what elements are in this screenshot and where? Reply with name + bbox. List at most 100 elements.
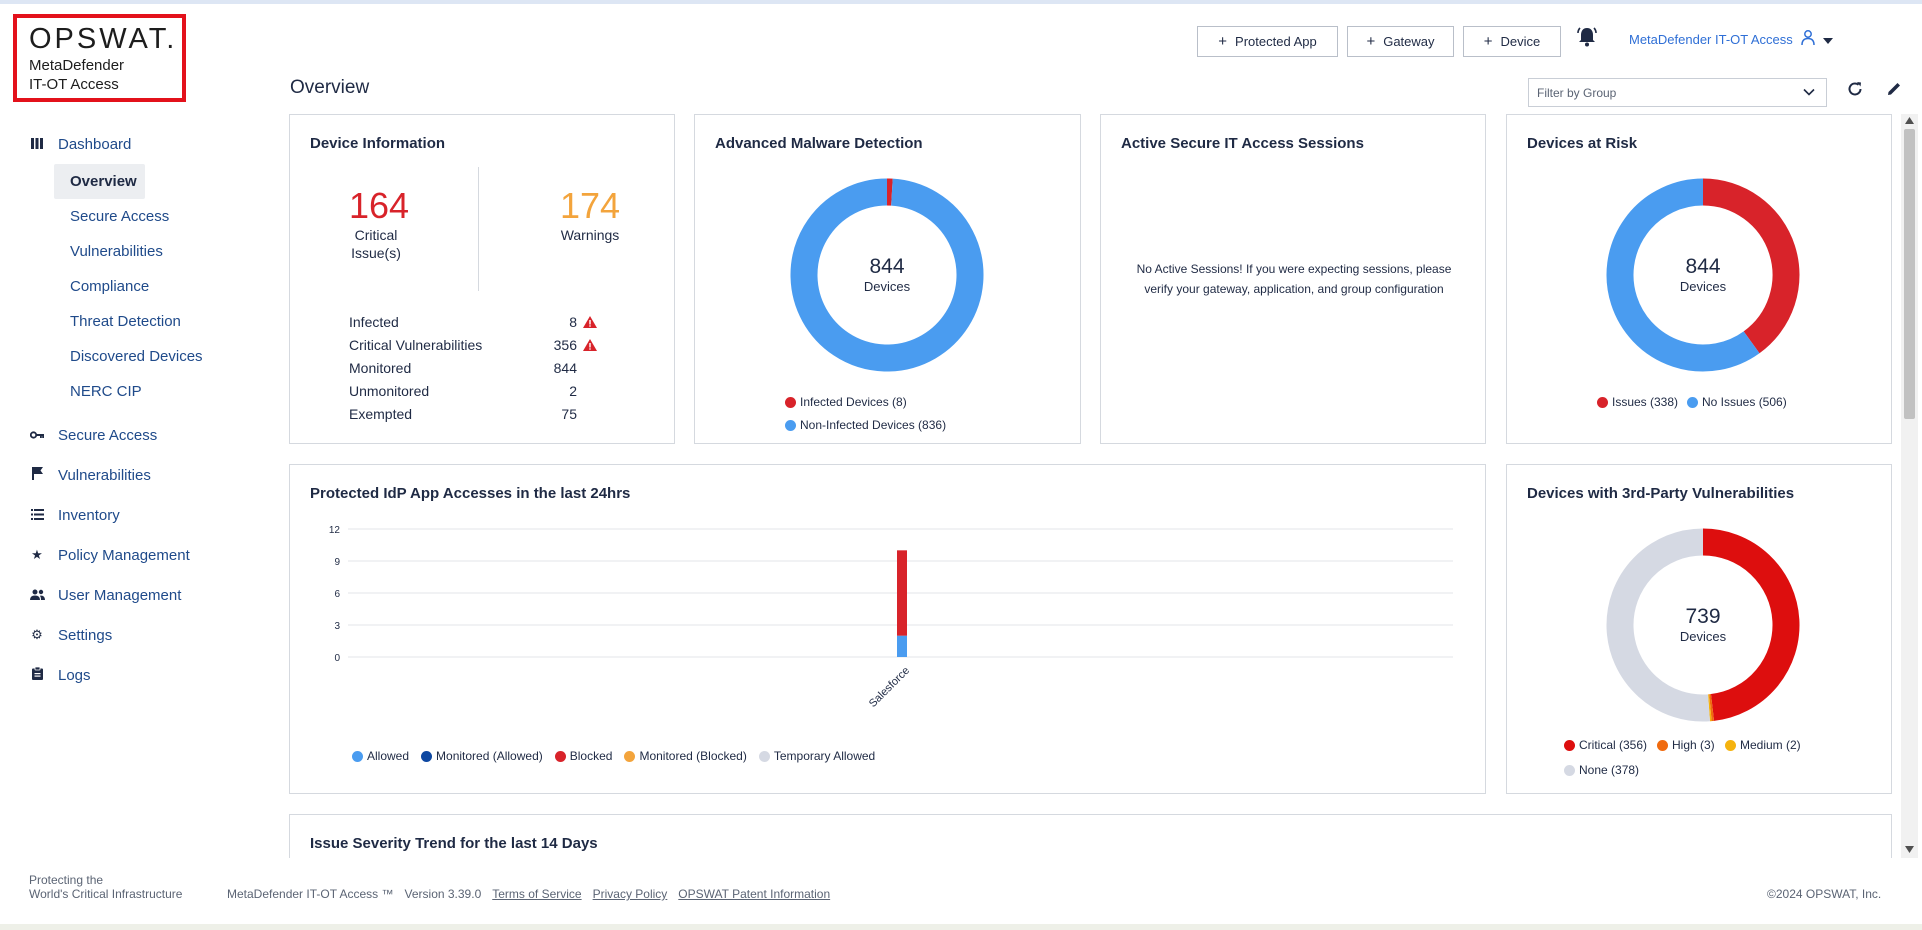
stat-row-infected[interactable]: Infected 8 <box>349 314 597 330</box>
sidebar-item-secure-access[interactable]: Secure Access <box>0 415 240 455</box>
legend-monitored-blocked[interactable]: Monitored (Blocked) <box>624 749 747 763</box>
patent-information-link[interactable]: OPSWAT Patent Information <box>678 887 831 901</box>
critical-issues-count[interactable]: 164 <box>349 185 410 226</box>
sidebar-item-settings[interactable]: ⚙ Settings <box>0 615 240 655</box>
terms-of-service-link[interactable]: Terms of Service <box>492 887 582 901</box>
legend-none[interactable]: None (378) <box>1564 763 1639 777</box>
refresh-icon[interactable] <box>1846 80 1866 100</box>
stat-row-critical-vulnerabilities[interactable]: Critical Vulnerabilities 356 <box>349 337 597 353</box>
legend-label: Critical (356) <box>1579 738 1648 752</box>
scroll-down-arrow-icon[interactable] <box>1905 846 1914 853</box>
sub-item-nerc-cip[interactable]: NERC CIP <box>70 383 142 400</box>
card-title: Issue Severity Trend for the last 14 Day… <box>310 835 598 852</box>
legend-label: None (378) <box>1579 763 1640 777</box>
legend-label: Blocked <box>569 749 613 763</box>
legend-label: High (3) <box>1672 738 1715 752</box>
legend-blocked[interactable]: Blocked <box>554 749 613 763</box>
sidebar-item-label: Policy Management <box>58 546 190 564</box>
sub-item-vulnerabilities[interactable]: Vulnerabilities <box>70 243 163 260</box>
legend-non-infected[interactable]: Non-Infected Devices (836) <box>785 418 946 432</box>
legend-temporary-allowed[interactable]: Temporary Allowed <box>758 749 875 763</box>
stat-row-monitored[interactable]: Monitored 844 <box>349 360 577 376</box>
legend-issues[interactable]: Issues (338) <box>1597 395 1678 409</box>
sidebar-item-label: Vulnerabilities <box>58 466 151 484</box>
add-device-button[interactable]: + Device <box>1463 26 1561 57</box>
stat-row-unmonitored[interactable]: Unmonitored 2 <box>349 383 577 399</box>
malware-detection-card: Advanced Malware Detection 844 Devices I… <box>694 114 1081 444</box>
sidebar-item-logs[interactable]: Logs <box>0 655 240 695</box>
sub-item-compliance[interactable]: Compliance <box>70 278 150 295</box>
scrollbar-thumb[interactable] <box>1904 129 1915 419</box>
bottom-border <box>0 924 1922 930</box>
stat-label: Unmonitored <box>349 383 430 399</box>
card-title: Devices with 3rd-Party Vulnerabilities <box>1527 485 1795 502</box>
product-name-line1: MetaDefender <box>29 57 125 74</box>
active-sessions-card: Active Secure IT Access Sessions No Acti… <box>1100 114 1486 444</box>
donut-slice-issues[interactable] <box>1702 178 1800 354</box>
stat-row-exempted[interactable]: Exempted 75 <box>349 406 577 422</box>
legend-critical[interactable]: Critical (356) <box>1564 738 1647 752</box>
add-protected-app-button[interactable]: + Protected App <box>1197 26 1338 57</box>
sidebar-item-user-management[interactable]: User Management <box>0 575 240 615</box>
user-icon <box>1801 30 1815 48</box>
warnings-count[interactable]: 174 <box>560 185 621 226</box>
sub-item-overview[interactable]: Overview <box>54 164 145 199</box>
legend-infected[interactable]: Infected Devices (8) <box>785 395 907 409</box>
stat-value: 75 <box>561 406 577 422</box>
bar-segment-allowed[interactable] <box>897 635 907 657</box>
malware-donut-chart[interactable] <box>789 177 985 373</box>
dashboard-icon <box>28 137 46 152</box>
plus-icon: + <box>1366 33 1376 50</box>
sidebar-item-dashboard[interactable]: Dashboard <box>0 124 240 164</box>
sidebar-item-vulnerabilities[interactable]: Vulnerabilities <box>0 455 240 495</box>
button-label: Device <box>1500 34 1541 49</box>
brand-logo[interactable]: OPSWAT. MetaDefender IT-OT Access <box>13 14 186 102</box>
warning-triangle-icon <box>583 316 597 328</box>
sidebar-nav: Dashboard Overview Secure Access Vulnera… <box>0 124 240 695</box>
legend-no-issues[interactable]: No Issues (506) <box>1687 395 1787 409</box>
users-icon <box>28 588 46 603</box>
legend-allowed[interactable]: Allowed <box>352 749 409 763</box>
sub-item-threat-detection[interactable]: Threat Detection <box>70 313 181 330</box>
stat-value: 8 <box>569 314 577 330</box>
scroll-up-arrow-icon[interactable] <box>1905 117 1914 124</box>
user-menu[interactable]: MetaDefender IT-OT Access <box>1629 30 1833 48</box>
legend-label: Non-Infected Devices (836) <box>800 418 947 432</box>
filter-by-group-select[interactable]: Filter by Group <box>1528 78 1827 107</box>
footer-version: Version 3.39.0 <box>404 887 482 901</box>
top-border <box>0 0 1922 4</box>
donut-slice-none[interactable] <box>1606 528 1710 722</box>
donut-center: 844 Devices <box>827 255 947 294</box>
user-name: MetaDefender IT-OT Access <box>1629 31 1793 47</box>
donut-slice-critical[interactable] <box>1702 528 1800 721</box>
sidebar-item-label: Inventory <box>58 506 120 524</box>
card-title: Device Information <box>310 135 446 152</box>
sub-item-discovered-devices[interactable]: Discovered Devices <box>70 348 203 365</box>
donut-slice-no-issues[interactable] <box>1606 178 1760 372</box>
vulnerabilities-donut-chart[interactable] <box>1605 527 1801 723</box>
add-gateway-button[interactable]: + Gateway <box>1347 26 1454 57</box>
sub-item-secure-access[interactable]: Secure Access <box>70 208 170 225</box>
footer-product: MetaDefender IT-OT Access ™ <box>227 887 394 901</box>
x-tick-label: Salesforce <box>867 665 912 710</box>
y-tick-label: 0 <box>334 653 340 664</box>
y-tick-label: 3 <box>334 621 340 632</box>
legend-high[interactable]: High (3) <box>1657 738 1715 752</box>
bar-segment-blocked[interactable] <box>897 550 907 636</box>
chevron-down-icon <box>1802 85 1816 102</box>
privacy-policy-link[interactable]: Privacy Policy <box>592 887 668 901</box>
edit-pencil-icon[interactable] <box>1885 80 1905 100</box>
legend-monitored-allowed[interactable]: Monitored (Allowed) <box>421 749 543 763</box>
legend-medium[interactable]: Medium (2) <box>1725 738 1801 752</box>
vertical-scrollbar[interactable] <box>1901 114 1918 858</box>
donut-slice-non-infected[interactable] <box>790 178 984 372</box>
card-title: Devices at Risk <box>1527 135 1638 152</box>
donut-center: 844 Devices <box>1643 255 1763 294</box>
warning-triangle-icon <box>583 339 597 351</box>
warnings-label: Warnings <box>560 227 620 243</box>
risk-donut-chart[interactable] <box>1605 177 1801 373</box>
notifications-bell-icon[interactable] <box>1575 25 1599 49</box>
sidebar-item-inventory[interactable]: Inventory <box>0 495 240 535</box>
legend-label: No Issues (506) <box>1702 395 1787 409</box>
sidebar-item-policy-management[interactable]: ★ Policy Management <box>0 535 240 575</box>
